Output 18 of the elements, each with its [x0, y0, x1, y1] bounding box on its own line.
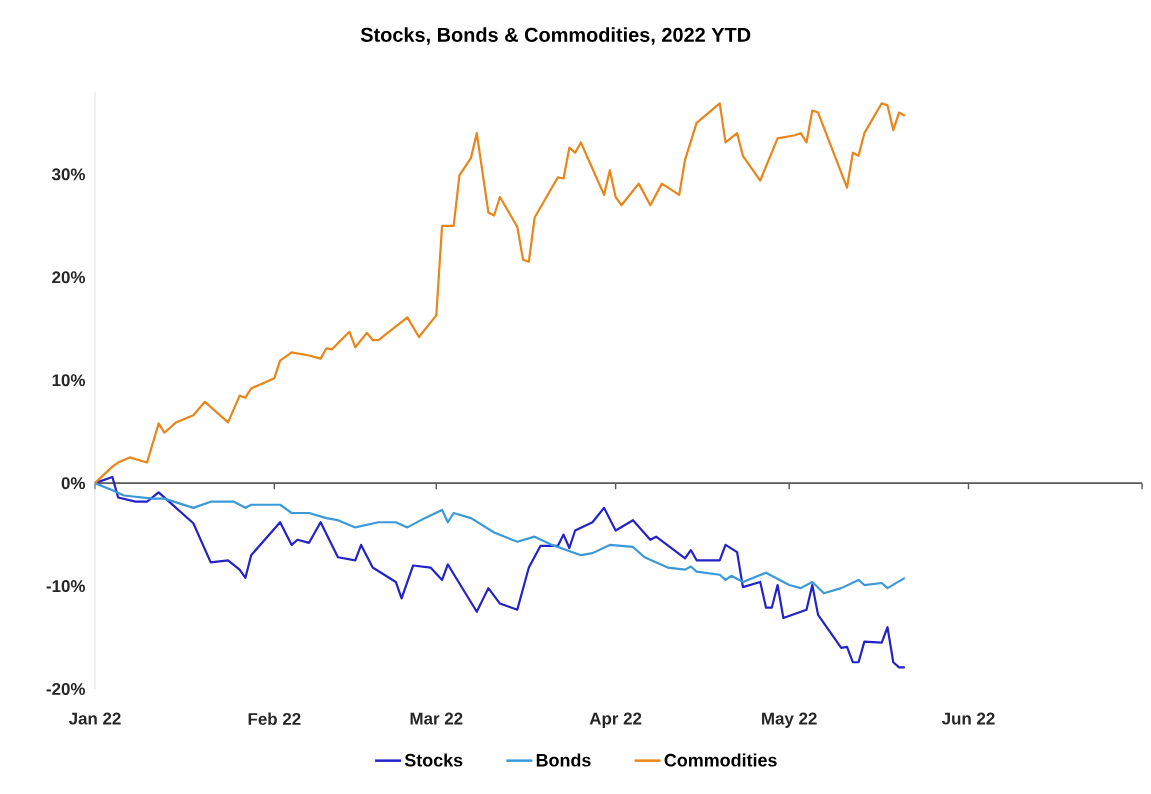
legend-label: Stocks	[404, 753, 463, 767]
y-tick-label: 20%	[52, 271, 86, 284]
legend-label: Commodities	[664, 753, 777, 767]
y-tick-label: 0%	[61, 477, 86, 490]
x-tick-label: Apr 22	[589, 712, 642, 728]
x-tick-label: Mar 22	[410, 712, 463, 725]
chart-title: Stocks, Bonds & Commodities, 2022 YTD	[360, 27, 751, 45]
y-tick-label: 10%	[52, 374, 86, 387]
line-series	[93, 482, 906, 595]
line-series	[93, 102, 906, 485]
y-tick-label: -20%	[46, 683, 86, 695]
y-tick-label: 30%	[51, 168, 86, 181]
x-tick-label: May 22	[762, 712, 817, 728]
x-tick-label: Jan 22	[68, 712, 121, 725]
x-tick-label: Jun 22	[941, 712, 995, 725]
legend-label: Bonds	[536, 753, 591, 767]
x-tick-label: Feb 22	[248, 712, 301, 725]
y-tick-label: -10%	[46, 580, 86, 593]
